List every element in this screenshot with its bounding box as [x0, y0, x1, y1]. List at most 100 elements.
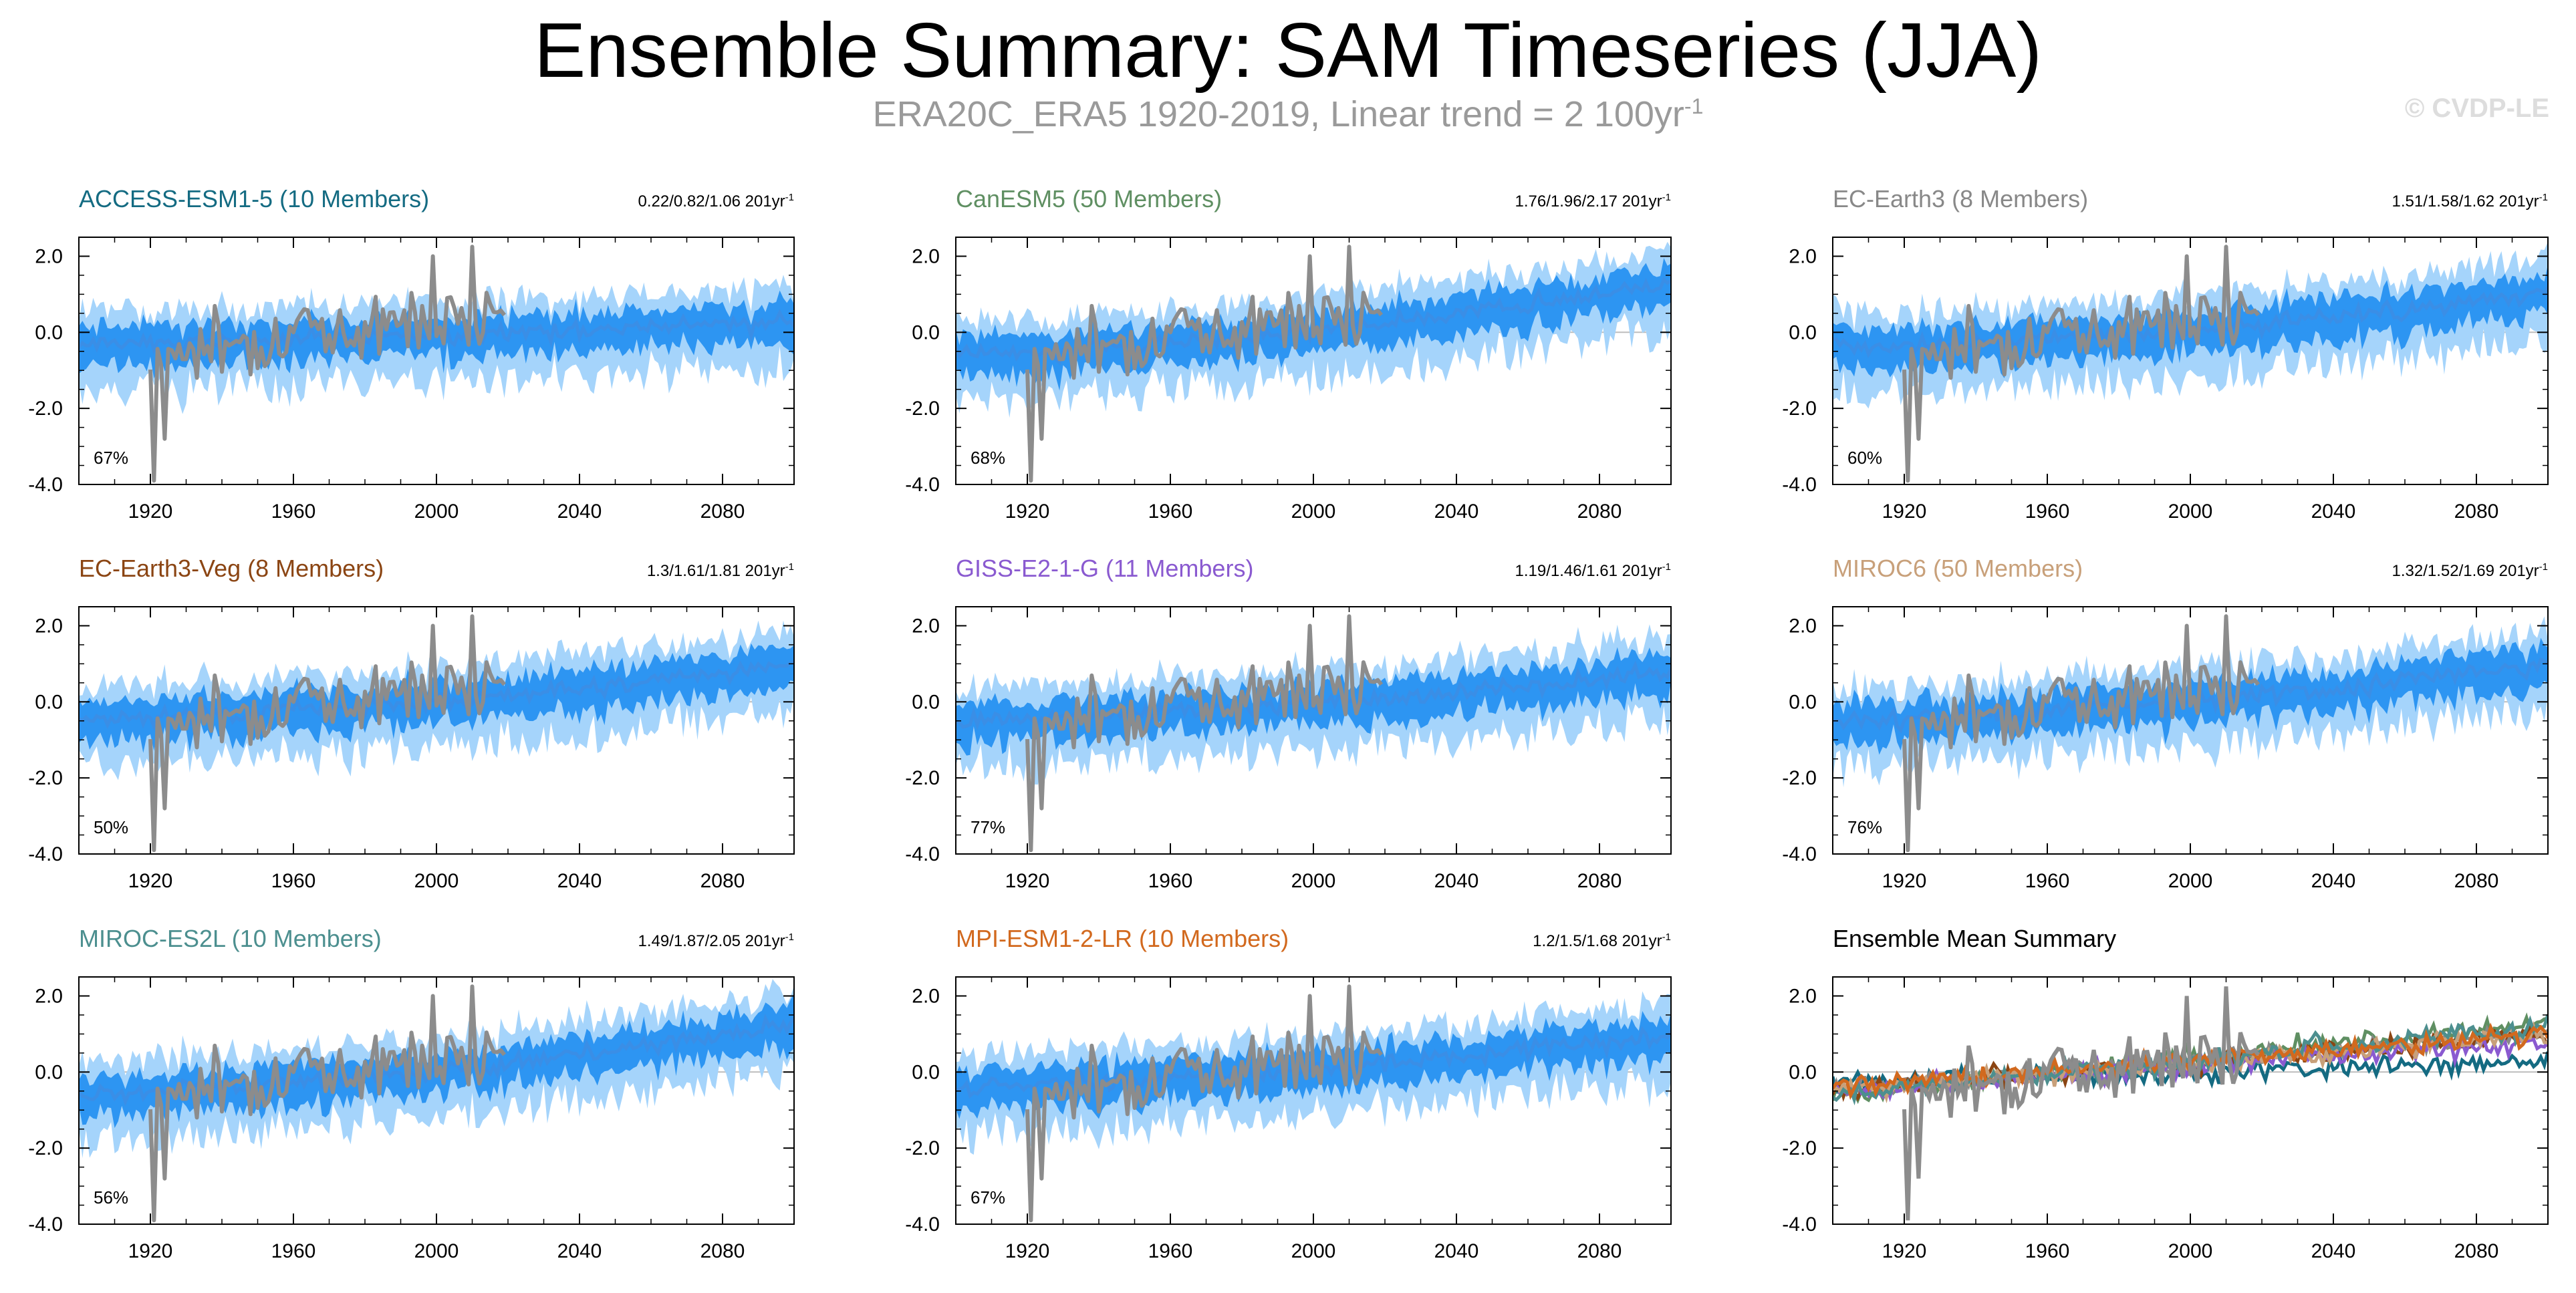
observed-line: [1902, 986, 2261, 1221]
trend-values: 1.49/1.87/2.05 201yr: [638, 932, 785, 950]
x-tick-label: 2040: [1434, 500, 1479, 523]
trend-values: 1.32/1.52/1.69 201yr: [2392, 562, 2539, 580]
x-tick-label: 1960: [271, 870, 316, 892]
plot-area: [1833, 614, 2548, 853]
y-tick-label: -2.0: [1782, 767, 1817, 789]
trend-exponent: -1: [785, 561, 794, 573]
x-tick-label: 2080: [1577, 500, 1622, 523]
panel-trend-label: 1.19/1.46/1.61 201yr-1: [1515, 561, 1671, 581]
y-tick-label: 2.0: [912, 245, 940, 267]
y-tick-label: -2.0: [1782, 398, 1817, 420]
trend-exponent: -1: [2539, 192, 2548, 203]
trend-exponent: -1: [785, 192, 794, 203]
observed-line: [1025, 614, 1384, 853]
x-tick-label: 2040: [557, 870, 602, 892]
panel-mpi-esm1-2-lr: 1920 1960 2000 2040 2080 2.0 0.0 -2.0 -4.0: [905, 976, 1672, 1262]
y-tick-label: -4.0: [905, 474, 940, 496]
y-tick-label: -4.0: [1782, 474, 1817, 496]
panel-percent-label: 76%: [1847, 817, 1883, 837]
panel-ec-earth3: 1920 1960 2000 2040 2080 2.0 0.0 -2.0 -4.0: [1782, 237, 2549, 523]
x-tick-label: 2000: [2168, 500, 2213, 523]
panel-title: CanESM5 (50 Members): [956, 185, 1222, 212]
subtitle-text: ERA20C_ERA5 1920-2019, Linear trend = 2 …: [872, 94, 1684, 134]
x-tick-label: 1920: [1882, 500, 1927, 523]
x-tick-label: 2080: [1577, 1240, 1622, 1262]
x-tick-label: 2000: [2168, 870, 2213, 892]
watermark: © CVDP-LE: [2404, 94, 2549, 123]
panel-title: MPI-ESM1-2-LR (10 Members): [956, 925, 1289, 952]
y-tick-label: 2.0: [35, 985, 63, 1007]
trend-values: 1.3/1.61/1.81 201yr: [646, 562, 785, 580]
plot-area: [1833, 241, 2548, 483]
trend-exponent: -1: [785, 931, 794, 943]
trend-values: 1.19/1.46/1.61 201yr: [1515, 562, 1662, 580]
plot-area: [79, 979, 794, 1223]
x-tick-label: 2040: [557, 500, 602, 523]
panel-title: ACCESS-ESM1-5 (10 Members): [79, 185, 430, 212]
panel-trend-label: 1.3/1.61/1.81 201yr-1: [647, 561, 794, 581]
observed-line: [1902, 245, 2261, 483]
y-tick-label: -2.0: [905, 767, 940, 789]
y-tick-label: 0.0: [912, 691, 940, 713]
y-tick-label: 0.0: [1789, 1061, 1817, 1083]
trend-values: 0.22/0.82/1.06 201yr: [638, 192, 785, 210]
panel-trend-label: 1.32/1.52/1.69 201yr-1: [2392, 561, 2548, 581]
panel-percent-label: 60%: [1847, 448, 1883, 468]
x-tick-label: 1960: [2025, 870, 2070, 892]
page-title: Ensemble Summary: SAM Timeseries (JJA): [533, 7, 2043, 94]
x-tick-label: 2040: [2311, 1240, 2356, 1262]
x-tick-label: 2080: [2454, 870, 2499, 892]
trend-exponent: -1: [1662, 561, 1671, 573]
panel-title: EC-Earth3 (8 Members): [1833, 185, 2089, 212]
y-tick-label: -4.0: [1782, 1213, 1817, 1236]
x-tick-label: 2000: [2168, 1240, 2213, 1262]
y-tick-label: 0.0: [912, 321, 940, 343]
x-tick-label: 2000: [414, 870, 459, 892]
panel-title: EC-Earth3-Veg (8 Members): [79, 555, 384, 582]
panel-miroc-es2l: 1920 1960 2000 2040 2080 2.0 0.0 -2.0 -4.0: [28, 976, 795, 1262]
x-tick-label: 2000: [1291, 870, 1336, 892]
panel-trend-label: 1.76/1.96/2.17 201yr-1: [1515, 192, 1671, 211]
panel-access-esm1-5: 1920 1960 2000 2040 2080 2.0 0.0 -2.0 -4.0: [28, 237, 795, 523]
observed-line: [1902, 614, 2261, 853]
x-tick-label: 2040: [1434, 870, 1479, 892]
x-tick-label: 2080: [2454, 500, 2499, 523]
plot-area: [79, 245, 794, 483]
subtitle-exponent: -1: [1684, 94, 1704, 118]
trend-values: 1.51/1.58/1.62 201yr: [2392, 192, 2539, 210]
y-tick-label: -2.0: [905, 1137, 940, 1159]
x-tick-label: 1920: [1005, 1240, 1050, 1262]
panel-title: Ensemble Mean Summary: [1833, 925, 2117, 952]
y-tick-label: -4.0: [1782, 843, 1817, 865]
y-tick-label: 2.0: [1789, 245, 1817, 267]
y-tick-label: 0.0: [1789, 691, 1817, 713]
observed-line: [148, 245, 507, 483]
y-tick-label: 2.0: [912, 615, 940, 637]
plot-area: [1833, 986, 2548, 1221]
trend-exponent: -1: [2539, 561, 2548, 573]
panel-percent-label: 68%: [971, 448, 1006, 468]
x-tick-label: 2000: [414, 500, 459, 523]
y-tick-label: 0.0: [35, 321, 63, 343]
panel-percent-label: 67%: [94, 448, 129, 468]
plot-area: [956, 984, 1671, 1223]
trend-values: 1.76/1.96/2.17 201yr: [1515, 192, 1662, 210]
x-tick-label: 2080: [2454, 1240, 2499, 1262]
x-tick-label: 1960: [271, 500, 316, 523]
x-tick-label: 1920: [128, 870, 173, 892]
panel-title: MIROC-ES2L (10 Members): [79, 925, 382, 952]
x-tick-label: 1920: [128, 500, 173, 523]
x-tick-label: 2040: [2311, 870, 2356, 892]
y-tick-label: 2.0: [35, 245, 63, 267]
panel-percent-label: 77%: [971, 817, 1006, 837]
y-tick-label: 2.0: [1789, 615, 1817, 637]
y-tick-label: -4.0: [905, 1213, 940, 1236]
panel-trend-label: 1.49/1.87/2.05 201yr-1: [638, 931, 794, 951]
trend-values: 1.2/1.5/1.68 201yr: [1533, 932, 1662, 950]
x-tick-label: 2040: [557, 1240, 602, 1262]
observed-line: [1025, 984, 1384, 1223]
panel-ec-earth3-veg: 1920 1960 2000 2040 2080 2.0 0.0 -2.0 -4.0: [28, 606, 795, 892]
y-tick-label: -2.0: [28, 767, 63, 789]
y-tick-label: 2.0: [1789, 985, 1817, 1007]
x-tick-label: 2000: [1291, 1240, 1336, 1262]
